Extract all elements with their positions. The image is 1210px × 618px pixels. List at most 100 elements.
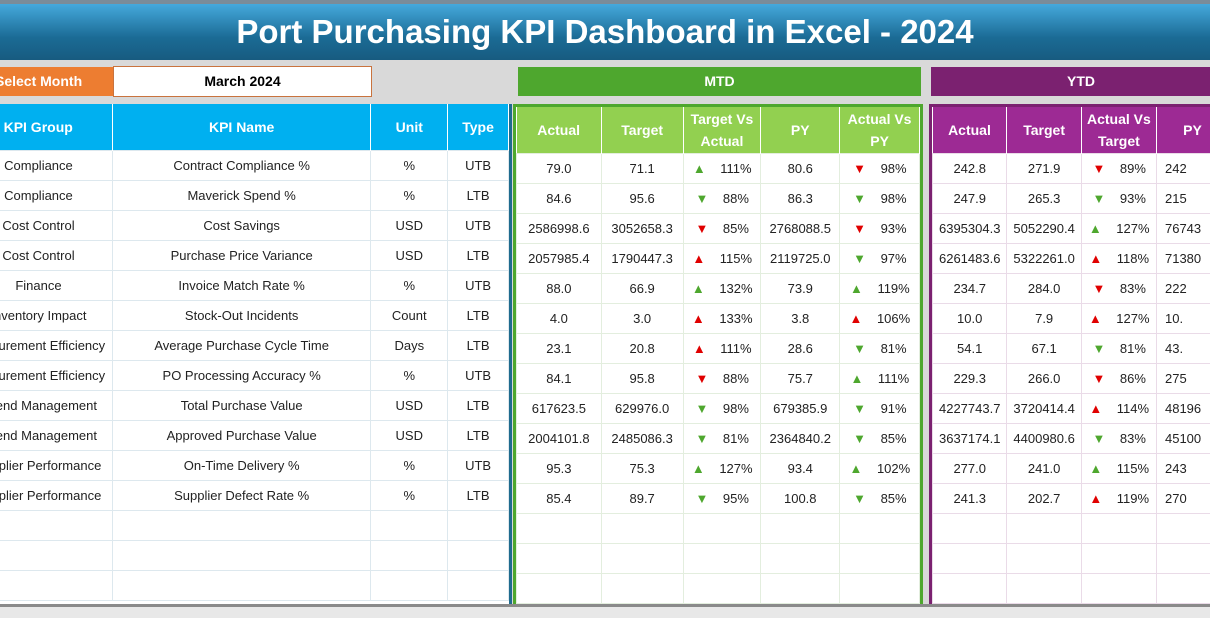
triangle-down-icon: ▼ <box>1092 430 1106 446</box>
mtd-target-vs-actual-cell: ▼ 85% <box>682 212 762 244</box>
kpi-name-cell: Purchase Price Variance <box>111 239 372 271</box>
mtd-target-vs-actual-cell-value: 115% <box>719 250 753 266</box>
mtd-actual-vs-py-cell: ▲ 111% <box>839 362 920 394</box>
table-row: Cost Control Purchase Price Variance USD LT… <box>0 239 509 271</box>
kpi-group-cell: Inventory Impact <box>0 299 113 331</box>
empty-cell <box>839 512 920 544</box>
mtd-py-cell: 28.6 <box>760 332 841 364</box>
mtd-actual-vs-py-cell: ▼ 98% <box>839 152 920 184</box>
table-row: Compliance Contract Compliance %% UTB <box>0 149 509 181</box>
empty-cell <box>447 539 509 571</box>
triangle-down-icon: ▼ <box>1092 160 1106 176</box>
month-selector[interactable]: March 2024 <box>113 66 372 97</box>
ytd-target-cell: 5322261.0 <box>1006 242 1082 274</box>
mtd-target-vs-actual-cell: ▲ 127% <box>682 452 762 484</box>
triangle-up-icon: ▲ <box>850 280 863 296</box>
table-row: 4.0 3.0 ▲ 133% 3.8 ▲ 106% <box>516 302 920 334</box>
mtd-actual-vs-py-cell: ▼ 85% <box>839 482 920 514</box>
ytd-py-cell: 71380 <box>1155 242 1210 274</box>
triangle-up-icon: ▲ <box>849 310 863 326</box>
table-row: 242.8 271.9 ▼ 89% 242 <box>932 152 1210 184</box>
mtd-py-cell: 679385.9 <box>760 392 841 424</box>
kpi-name-cell: Contract Compliance % <box>111 149 372 181</box>
mtd-target-vs-actual-cell-value: 95% <box>722 490 749 506</box>
ytd-actual-vs-target-cell: ▲ 127% <box>1080 302 1157 334</box>
kpi-name-cell: Stock-Out Incidents <box>111 299 372 331</box>
empty-row <box>516 572 920 604</box>
table-row: 617623.5 629976.0 ▼ 98% 679385.9 ▼ 91% <box>516 392 920 424</box>
ytd-actual-vs-target-cell: ▼ 83% <box>1080 272 1157 304</box>
ytd-actual-cell: 247.9 <box>932 182 1008 214</box>
empty-cell <box>0 509 113 541</box>
triangle-up-icon: ▲ <box>1089 400 1103 416</box>
ytd-target-cell: 284.0 <box>1006 272 1082 304</box>
kpi-header-3: Type <box>447 104 509 150</box>
mtd-actual-cell: 95.3 <box>516 452 602 484</box>
empty-cell <box>370 569 449 601</box>
kpi-unit-cell: % <box>370 269 449 301</box>
triangle-down-icon: ▼ <box>853 190 866 206</box>
mtd-actual-cell: 84.6 <box>516 182 602 214</box>
table-row: 84.6 95.6 ▼ 88% 86.3 ▼ 98% <box>516 182 920 214</box>
mtd-target-cell: 629976.0 <box>600 392 684 424</box>
mtd-target-vs-actual-cell-value: 111% <box>720 340 752 356</box>
ytd-target-cell: 7.9 <box>1006 302 1082 334</box>
ytd-actual-vs-target-cell-value: 127% <box>1116 220 1150 236</box>
ytd-py-cell: 243 <box>1155 452 1210 484</box>
empty-cell <box>111 569 372 601</box>
triangle-up-icon: ▲ <box>691 310 705 326</box>
ytd-actual-vs-target-cell: ▼ 83% <box>1080 422 1157 454</box>
table-row: 229.3 266.0 ▼ 86% 275 <box>932 362 1210 394</box>
ytd-actual-vs-target-cell-value: 119% <box>1116 490 1150 506</box>
ytd-actual-cell: 6261483.6 <box>932 242 1008 274</box>
mtd-target-vs-actual-cell: ▼ 98% <box>682 392 762 424</box>
table-row: 2057985.4 1790447.3 ▲ 115% 2119725.0 ▼ 97% <box>516 242 920 274</box>
ytd-actual-cell: 241.3 <box>932 482 1008 514</box>
mtd-target-cell: 2485086.3 <box>600 422 684 454</box>
kpi-type-cell: LTB <box>447 329 509 361</box>
kpi-name-cell: Invoice Match Rate % <box>111 269 372 301</box>
ytd-actual-cell: 3637174.1 <box>932 422 1008 454</box>
table-row: 23.1 20.8 ▲ 111% 28.6 ▼ 81% <box>516 332 920 364</box>
mtd-py-cell: 2119725.0 <box>760 242 841 274</box>
empty-cell <box>932 512 1008 544</box>
ytd-actual-vs-target-cell-value: 114% <box>1116 400 1150 416</box>
empty-cell <box>600 542 684 574</box>
ytd-actual-vs-target-cell: ▼ 93% <box>1080 182 1157 214</box>
empty-cell <box>516 512 602 544</box>
mtd-section-header: MTD <box>518 67 921 96</box>
ytd-actual-vs-target-cell-value: 83% <box>1119 280 1146 296</box>
empty-row <box>0 569 509 601</box>
kpi-group-cell: Supplier Performance <box>0 479 113 511</box>
mtd-actual-cell: 79.0 <box>516 152 602 184</box>
mtd-actual-cell: 617623.5 <box>516 392 602 424</box>
empty-cell <box>1155 542 1210 574</box>
triangle-up-icon: ▲ <box>692 340 706 356</box>
ytd-py-cell: 242 <box>1155 152 1210 184</box>
triangle-down-icon: ▼ <box>1092 340 1106 356</box>
mtd-actual-vs-py-cell-value: 91% <box>880 400 907 416</box>
empty-cell <box>447 569 509 601</box>
ytd-actual-vs-target-cell: ▼ 89% <box>1080 152 1157 184</box>
ytd-target-cell: 3720414.4 <box>1006 392 1082 424</box>
kpi-type-cell: LTB <box>447 299 509 331</box>
kpi-unit-cell: % <box>370 179 449 211</box>
mtd-target-cell: 75.3 <box>600 452 684 484</box>
ytd-actual-vs-target-cell-value: 81% <box>1119 340 1146 356</box>
mtd-header-3: PY <box>760 107 841 153</box>
triangle-up-icon: ▲ <box>1089 250 1103 266</box>
ytd-target-cell: 266.0 <box>1006 362 1082 394</box>
empty-cell <box>516 572 602 604</box>
sheet-bottom-edge <box>0 604 1210 618</box>
empty-cell <box>111 539 372 571</box>
mtd-py-cell: 100.8 <box>760 482 841 514</box>
mtd-actual-cell: 4.0 <box>516 302 602 334</box>
empty-row <box>932 542 1210 574</box>
mtd-py-cell: 80.6 <box>760 152 841 184</box>
mtd-target-cell: 71.1 <box>600 152 684 184</box>
ytd-actual-vs-target-cell-value: 86% <box>1119 370 1146 386</box>
ytd-header-3: PY <box>1156 107 1210 153</box>
mtd-target-cell: 95.8 <box>600 362 684 394</box>
ytd-actual-cell: 4227743.7 <box>932 392 1008 424</box>
